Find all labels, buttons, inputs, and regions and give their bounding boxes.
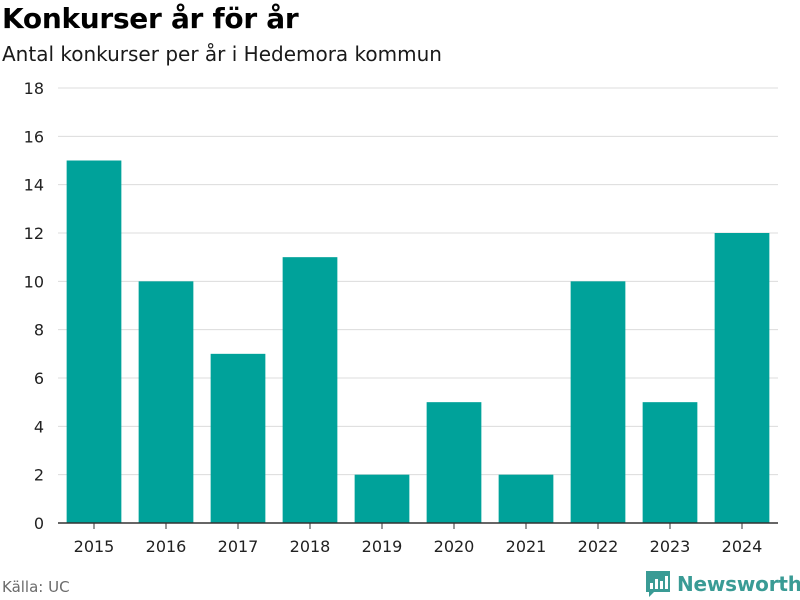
y-tick-label: 10: [24, 272, 44, 291]
bar-2022: [570, 281, 626, 523]
bar-2018: [282, 257, 338, 523]
y-tick-label: 2: [34, 466, 44, 485]
bar-2019: [354, 474, 410, 523]
y-tick-label: 12: [24, 224, 44, 243]
y-tick-label: 0: [34, 514, 44, 533]
brand-name: Newsworthy: [677, 572, 800, 596]
y-tick-label: 4: [34, 417, 44, 436]
bar-2016: [138, 281, 194, 523]
x-tick-label: 2022: [578, 537, 619, 556]
bar-2024: [714, 233, 770, 523]
bars: [66, 160, 770, 523]
chart-subtitle: Antal konkurser per år i Hedemora kommun: [2, 42, 442, 66]
bar-2020: [426, 402, 482, 523]
brand: Newsworthy: [645, 570, 800, 598]
x-tick-label: 2019: [362, 537, 403, 556]
x-axis-ticks: 2015 2016 2017 2018 2019 2020 2021 2022 2023 2024: [74, 523, 763, 556]
x-tick-label: 2018: [290, 537, 331, 556]
bar-2023: [642, 402, 698, 523]
x-tick-label: 2015: [74, 537, 115, 556]
source-note: Källa: UC: [2, 578, 70, 596]
x-tick-label: 2024: [722, 537, 763, 556]
y-axis-ticks: 0 2 4 6 8 10 12 14 16 18: [24, 79, 44, 533]
x-tick-label: 2021: [506, 537, 547, 556]
bar-2021: [498, 474, 554, 523]
y-tick-label: 6: [34, 369, 44, 388]
x-tick-label: 2016: [146, 537, 187, 556]
x-tick-label: 2017: [218, 537, 259, 556]
x-tick-label: 2020: [434, 537, 475, 556]
bar-2017: [210, 353, 266, 523]
bar-2015: [66, 160, 122, 523]
y-tick-label: 18: [24, 79, 44, 98]
y-tick-label: 14: [24, 176, 44, 195]
y-tick-label: 16: [24, 127, 44, 146]
chart-title: Konkurser år för år: [2, 2, 299, 35]
y-tick-label: 8: [34, 321, 44, 340]
newsworthy-logo-icon: [646, 571, 670, 597]
x-tick-label: 2023: [650, 537, 691, 556]
